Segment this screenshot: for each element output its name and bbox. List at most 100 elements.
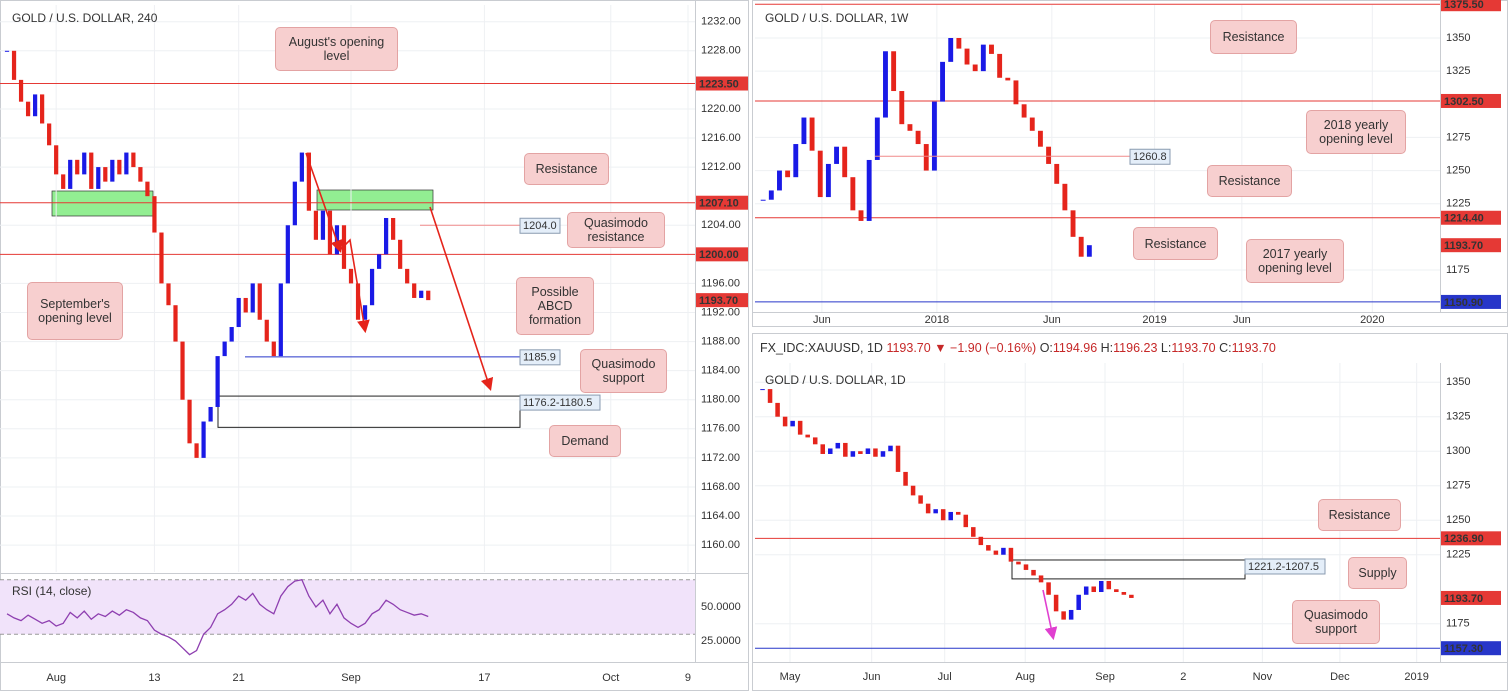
candle <box>32 94 38 117</box>
candle <box>152 196 157 233</box>
arrow <box>305 152 343 254</box>
candle <box>843 442 848 457</box>
y-tick-label: 1275 <box>1446 131 1470 143</box>
candle <box>96 167 101 189</box>
x-tick-label: 2018 <box>925 314 949 326</box>
candle <box>842 146 848 178</box>
ohlc-label: C: <box>1219 341 1232 355</box>
candle <box>980 44 986 72</box>
candle <box>215 356 220 407</box>
candle <box>978 536 984 546</box>
candle <box>891 51 897 92</box>
candle <box>1013 80 1019 105</box>
candle <box>292 181 297 226</box>
candle <box>1046 146 1052 164</box>
y-tick-label: 1172.00 <box>701 452 740 464</box>
candle <box>398 239 403 269</box>
candle <box>412 283 417 298</box>
price-tag <box>696 195 748 210</box>
candle <box>299 152 304 182</box>
candle <box>1061 611 1066 620</box>
candle <box>327 210 333 255</box>
candle <box>348 268 354 284</box>
y-tick-label: 1196.00 <box>701 277 740 289</box>
candle <box>971 527 976 537</box>
ohlc-value: 1193.70 <box>1171 341 1216 355</box>
candle <box>194 443 199 458</box>
y-tick-label: 1204.00 <box>701 219 741 231</box>
annotation: Resistance <box>1318 499 1401 531</box>
candle <box>54 145 59 175</box>
candle <box>910 485 916 496</box>
candle <box>166 283 171 306</box>
x-tick-label: 9 <box>685 672 691 684</box>
candle <box>243 297 248 313</box>
price-tag-label: 1214.40 <box>1444 213 1484 225</box>
candle <box>925 503 931 514</box>
x-tick-label: May <box>780 671 801 683</box>
price-tag-label: 1207.10 <box>699 198 739 210</box>
candle <box>956 38 962 49</box>
candle <box>1076 594 1081 610</box>
candle <box>940 509 946 521</box>
y-tick-label: 1300 <box>1446 445 1470 457</box>
candle <box>306 152 311 211</box>
candle <box>313 210 319 240</box>
y-tick-label: 25.0000 <box>701 635 741 647</box>
candle <box>1068 609 1074 620</box>
candle <box>873 448 878 457</box>
candle <box>895 445 901 472</box>
symbol: FX_IDC:XAUUSD, 1D <box>760 341 883 355</box>
candle <box>918 495 923 504</box>
rsi-line <box>6 579 429 656</box>
price-tag <box>1441 531 1501 546</box>
annotation: August's opening level <box>275 27 398 71</box>
candle <box>963 514 969 528</box>
marker-label-box <box>519 349 561 366</box>
candle <box>1037 130 1043 147</box>
symbol-header: FX_IDC:XAUUSD, 1D 1193.70 ▼ −1.90 (−0.16… <box>760 341 1276 355</box>
zone-label-box <box>1244 558 1326 575</box>
zone-label: 1176.2-1180.5 <box>523 397 592 409</box>
candle <box>405 268 410 284</box>
candle <box>760 389 765 391</box>
y-tick-label: 1225 <box>1446 198 1470 210</box>
annotation: Possible ABCD formation <box>516 277 594 335</box>
y-tick-label: 1350 <box>1446 32 1470 44</box>
candle <box>1031 569 1036 576</box>
price-tag-label: 1200.00 <box>699 249 739 261</box>
candle <box>117 159 122 175</box>
y-tick-label: 1175 <box>1446 618 1470 630</box>
ohlc-label: L: <box>1160 341 1172 355</box>
price-tag-label: 1150.90 <box>1444 297 1483 309</box>
marker-label: 1204.0 <box>523 220 557 232</box>
candle <box>1106 580 1112 590</box>
x-tick-label: 2019 <box>1142 314 1166 326</box>
x-tick-label: Jun <box>813 314 831 326</box>
candle <box>1062 183 1068 211</box>
candle <box>236 297 241 328</box>
candle <box>285 225 290 284</box>
candle <box>1001 547 1006 555</box>
candle <box>834 146 839 164</box>
candle <box>362 305 368 320</box>
candle <box>1046 582 1051 595</box>
zone-label-box <box>519 394 601 411</box>
x-tick-label: Jun <box>863 671 881 683</box>
y-tick-label: 1216.00 <box>701 132 741 144</box>
candle <box>257 283 262 320</box>
annotation: Resistance <box>1133 227 1218 260</box>
candle <box>1008 547 1014 562</box>
y-tick-label: 1175 <box>1446 264 1470 276</box>
chart-title: RSI (14, close) <box>12 584 92 598</box>
candle <box>1038 575 1044 583</box>
candle <box>1091 586 1096 593</box>
candle <box>997 53 1003 78</box>
zone <box>217 395 521 428</box>
price-tag <box>1441 641 1501 656</box>
candle <box>858 451 863 454</box>
candle <box>250 283 255 313</box>
candle <box>915 130 921 145</box>
candle <box>173 305 178 342</box>
x-tick-label: Aug <box>46 672 66 684</box>
